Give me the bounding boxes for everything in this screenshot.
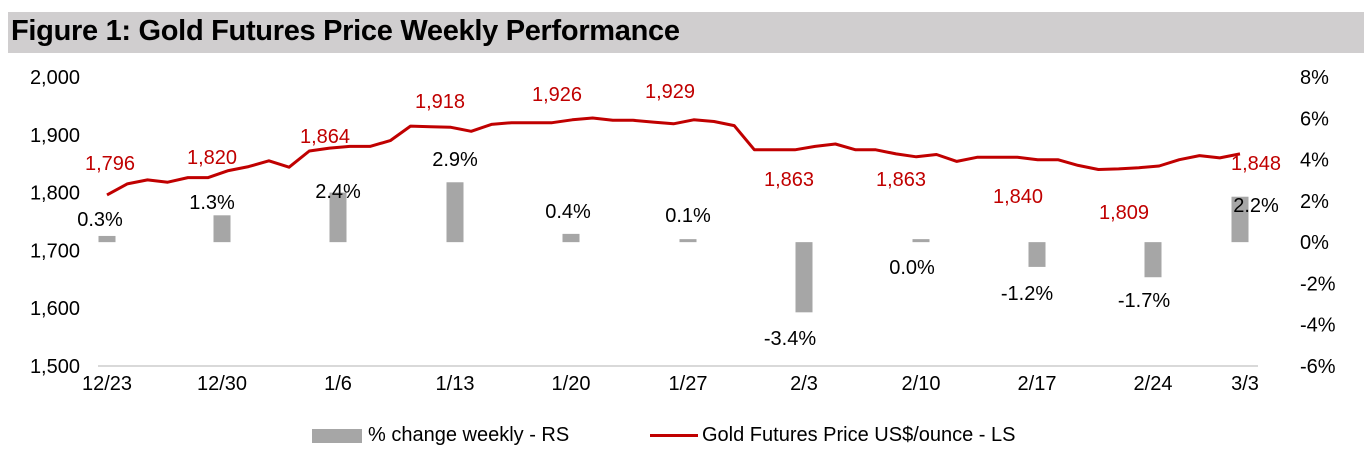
bar-data-label: 2.4%: [315, 181, 361, 203]
x-axis-tick-label: 1/6: [324, 373, 352, 395]
left-axis-ticks: 1,500 1,600 1,700 1,800 1,900 2,000: [30, 67, 80, 378]
right-axis-tick-label: -4%: [1300, 315, 1336, 337]
legend-item-gold-price: Gold Futures Price US$/ounce - LS: [650, 424, 1015, 447]
price-data-label: 1,918: [415, 91, 465, 113]
bar-12-30: [213, 215, 231, 243]
price-data-label: 1,820: [187, 147, 237, 169]
left-axis-tick-label: 1,800: [30, 183, 80, 205]
bar-data-label: 2.2%: [1233, 195, 1279, 217]
left-axis-tick-label: 1,900: [30, 125, 80, 147]
x-axis-tick-label: 3/3: [1231, 373, 1259, 395]
price-data-label: 1,809: [1099, 202, 1149, 224]
bar-data-label: 2.9%: [432, 149, 478, 171]
bar-data-label: 0.1%: [665, 205, 711, 227]
bar-12-23: [98, 235, 116, 243]
line-series: [106, 116, 1241, 197]
bar-3-3: [1231, 196, 1249, 243]
x-axis-tick-label: 1/27: [669, 373, 708, 395]
bar-2-17: [1028, 242, 1046, 267]
x-axis-ticks: 12/23 12/30 1/6 1/13 1/20 1/27 2/3 2/10 2/17 2/24…: [82, 373, 1259, 395]
bar-data-labels: 0.3% 1.3% 2.4% 2.9% 0.4% 0.1% -3.4% 0.0% -1.2% -1…: [77, 149, 1279, 350]
bar-data-label: -1.2%: [1001, 283, 1053, 305]
left-axis-tick-label: 2,000: [30, 67, 80, 89]
gold-price-line: [106, 116, 1241, 197]
legend-line-swatch: [650, 434, 698, 437]
bar-1-13: [446, 182, 464, 243]
right-axis-ticks: -6% -4% -2% 0% 2% 4% 6% 8%: [1300, 67, 1336, 378]
right-axis-tick-label: 2%: [1300, 191, 1329, 213]
x-axis-tick-label: 2/10: [902, 373, 941, 395]
right-axis-tick-label: 6%: [1300, 108, 1329, 130]
figure-title-bar: Figure 1: Gold Futures Price Weekly Perf…: [8, 12, 1364, 53]
x-axis-tick-label: 1/20: [552, 373, 591, 395]
chart-legend: % change weekly - RS Gold Futures Price …: [0, 424, 1372, 452]
x-axis-tick-label: 12/23: [82, 373, 132, 395]
price-data-label: 1,796: [85, 153, 135, 175]
bar-1-6: [329, 192, 347, 243]
price-data-label: 1,840: [993, 186, 1043, 208]
legend-label-weekly-change: % change weekly - RS: [368, 424, 570, 446]
price-data-label: 1,848: [1231, 153, 1281, 175]
bar-2-3: [795, 242, 813, 313]
bar-2-24: [1144, 242, 1162, 278]
figure-title: Figure 1: Gold Futures Price Weekly Perf…: [11, 15, 680, 47]
price-data-label: 1,864: [300, 126, 350, 148]
right-axis-tick-label: 8%: [1300, 67, 1329, 89]
bar-series: [98, 182, 1249, 313]
legend-item-weekly-change: % change weekly - RS: [312, 424, 569, 447]
bar-2-10: [912, 239, 930, 243]
x-axis-tick-label: 2/24: [1134, 373, 1173, 395]
bar-data-label: -1.7%: [1118, 290, 1170, 312]
legend-bar-swatch: [312, 428, 362, 443]
right-axis-tick-label: 0%: [1300, 232, 1329, 254]
price-data-labels: 1,796 1,820 1,864 1,918 1,926 1,929 1,863 1,863…: [85, 81, 1281, 224]
bar-data-label: 0.0%: [889, 257, 935, 279]
x-axis-tick-label: 2/3: [790, 373, 818, 395]
bar-data-label: 0.3%: [77, 209, 123, 231]
left-axis-tick-label: 1,500: [30, 356, 80, 378]
bar-data-label: 0.4%: [545, 201, 591, 223]
price-data-label: 1,863: [876, 169, 926, 191]
price-data-label: 1,929: [645, 81, 695, 103]
right-axis-tick-label: -6%: [1300, 356, 1336, 378]
x-axis-tick-label: 2/17: [1018, 373, 1057, 395]
bar-1-20: [562, 233, 580, 243]
bar-1-27: [679, 239, 697, 243]
x-axis-tick-label: 12/30: [197, 373, 247, 395]
price-data-label: 1,863: [764, 169, 814, 191]
right-axis-tick-label: -2%: [1300, 273, 1336, 295]
price-data-label: 1,926: [532, 84, 582, 106]
right-axis-tick-label: 4%: [1300, 150, 1329, 172]
left-axis-tick-label: 1,700: [30, 240, 80, 262]
legend-label-gold-price: Gold Futures Price US$/ounce - LS: [702, 424, 1016, 446]
left-axis-tick-label: 1,600: [30, 298, 80, 320]
bar-data-label: 1.3%: [189, 192, 235, 214]
x-axis-tick-label: 1/13: [436, 373, 475, 395]
bar-data-label: -3.4%: [764, 328, 816, 350]
